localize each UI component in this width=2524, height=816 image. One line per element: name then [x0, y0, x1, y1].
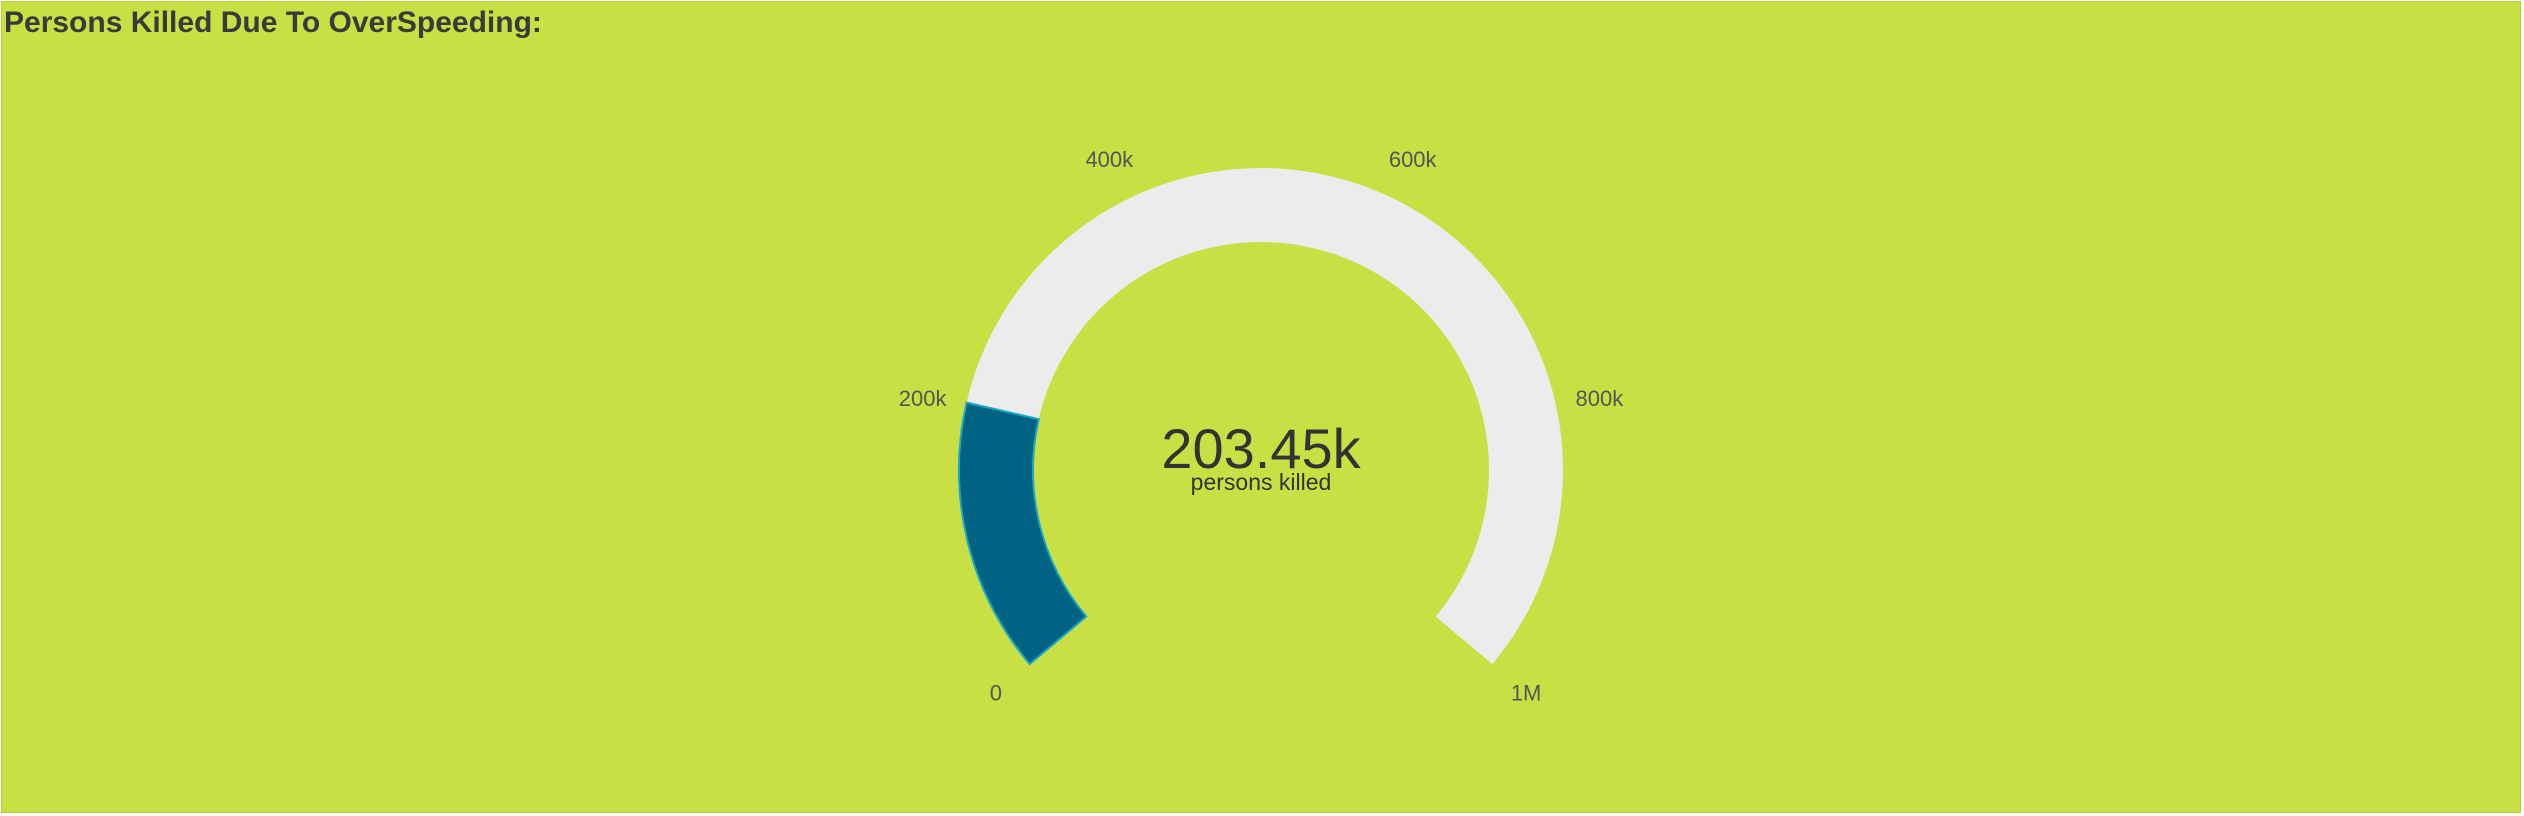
gauge-track — [959, 168, 1564, 665]
gauge-unit-label: persons killed — [1191, 469, 1332, 495]
tick-label: 200k — [899, 386, 948, 411]
panel-title: Persons Killed Due To OverSpeeding: — [4, 6, 542, 39]
gauge-value-arc[interactable] — [958, 401, 1088, 666]
tick-label: 0 — [990, 680, 1002, 705]
tick-label: 1M — [1511, 680, 1542, 705]
tick-label: 400k — [1085, 147, 1134, 172]
gauge-value-text: 203.45k — [1161, 417, 1361, 480]
tick-label: 600k — [1389, 147, 1438, 172]
gauge-tick-labels: 0 200k 400k 600k 800k 1M — [899, 147, 1625, 705]
tick-label: 800k — [1576, 386, 1625, 411]
